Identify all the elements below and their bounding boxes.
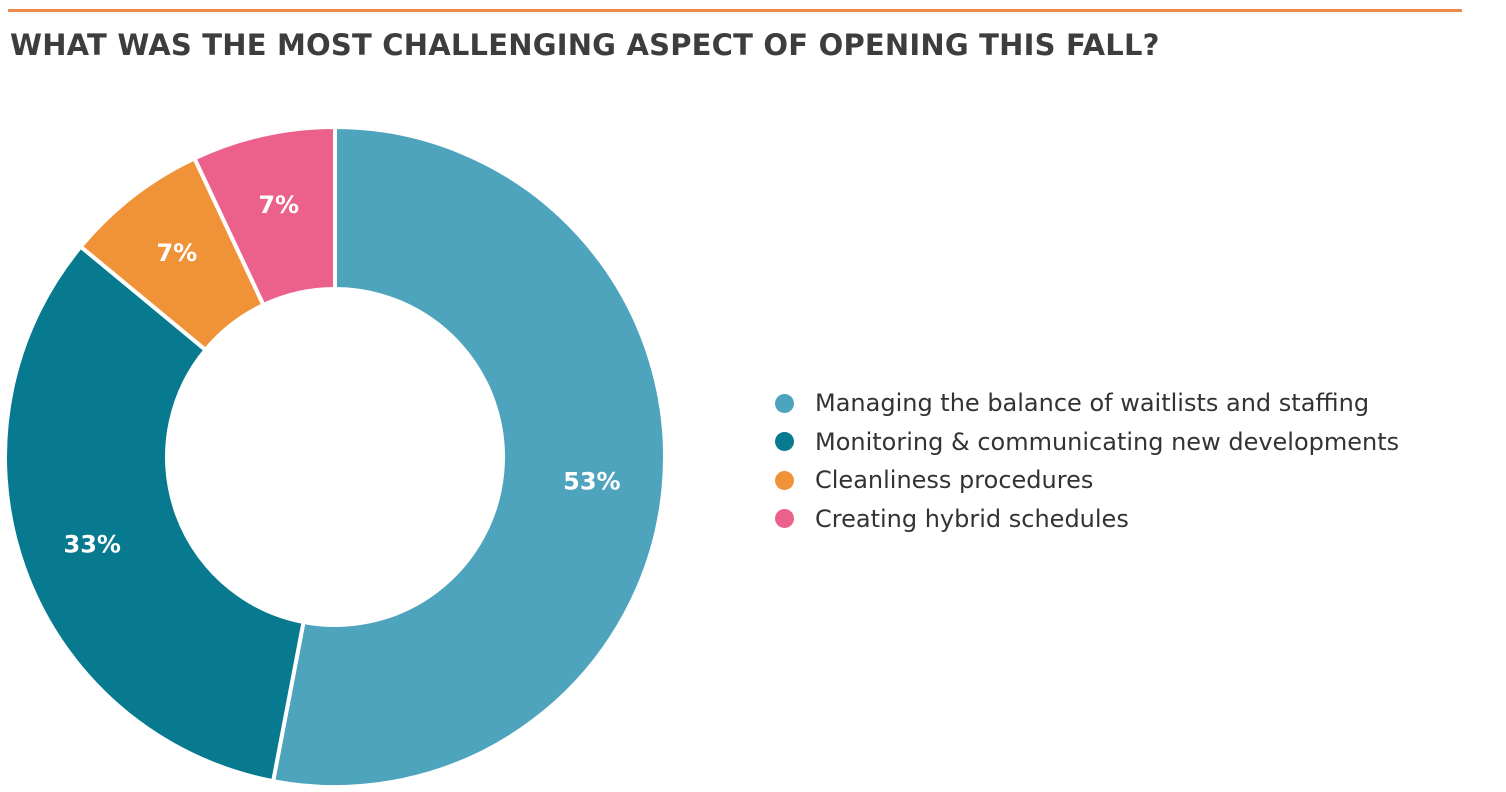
legend-label-monitoring-communicating: Monitoring & communicating new developme…	[815, 427, 1400, 456]
legend-item-cleanliness: Cleanliness procedures	[775, 461, 1399, 500]
legend-swatch-cleanliness	[775, 470, 794, 490]
chart-legend: Managing the balance of waitlists and st…	[775, 384, 1399, 538]
slice-managing-the-balance-of-waitlists-and-staffing	[270, 124, 667, 789]
slice-label-managing-the-balance-of-waitlists-and-staffing: 53%	[563, 467, 620, 495]
slice-label-monitoring-and-communicating-new-developments: 33%	[64, 530, 121, 558]
legend-item-hybrid-schedules: Creating hybrid schedules	[775, 500, 1399, 539]
legend-label-cleanliness: Cleanliness procedures	[815, 466, 1094, 495]
legend-swatch-waitlists-staffing	[775, 393, 794, 413]
legend-swatch-hybrid-schedules	[775, 509, 794, 529]
legend-item-monitoring-communicating: Monitoring & communicating new developme…	[775, 423, 1399, 462]
slice-monitoring-and-communicating-new-developments	[3, 243, 306, 784]
legend-label-waitlists-staffing: Managing the balance of waitlists and st…	[815, 389, 1370, 418]
legend-swatch-monitoring-communicating	[775, 432, 794, 452]
slice-label-cleanliness-procedures: 7%	[156, 239, 197, 267]
legend-item-waitlists-staffing: Managing the balance of waitlists and st…	[775, 384, 1399, 423]
slice-creating-hybrid-schedules	[191, 124, 337, 308]
legend-label-hybrid-schedules: Creating hybrid schedules	[815, 504, 1129, 533]
slice-label-creating-hybrid-schedules: 7%	[258, 191, 299, 219]
top-accent-rule	[8, 9, 1462, 12]
chart-title: WHAT WAS THE MOST CHALLENGING ASPECT OF …	[10, 28, 1160, 62]
